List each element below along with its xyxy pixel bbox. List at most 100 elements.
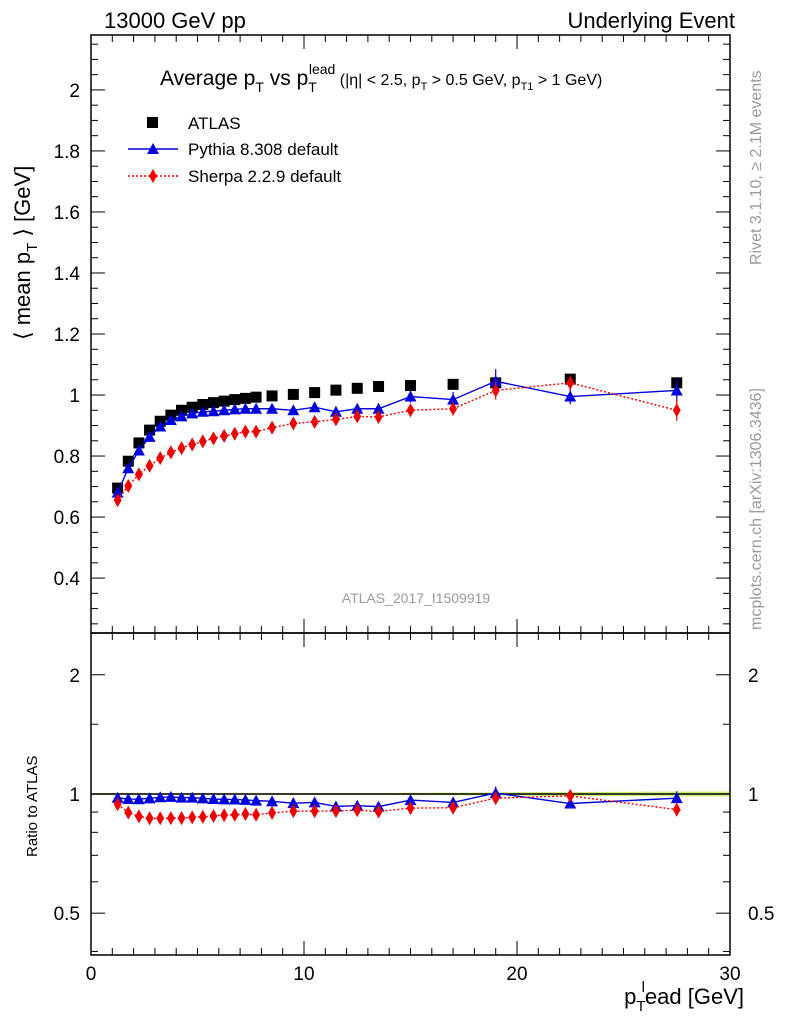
ratio-point-diamond — [124, 805, 133, 820]
point-square — [197, 398, 209, 410]
point-square — [218, 395, 230, 407]
y-tick-label: 1.2 — [54, 325, 80, 346]
y-tick-label-right: 1 — [748, 785, 759, 806]
ratio-point-diamond — [491, 791, 500, 806]
point-diamond — [220, 428, 229, 443]
main-panel: 0.4 0.6 0.8 1 1.2 1.4 1.6 1.8 2 Average pT vs pT… — [10, 34, 731, 634]
ratio-point-diamond — [353, 803, 362, 818]
ratio-point-triangle — [164, 790, 177, 802]
point-square — [133, 437, 145, 449]
ratio-point-diamond — [134, 809, 143, 824]
ratio-point-diamond — [672, 802, 681, 817]
point-diamond — [198, 434, 207, 449]
point-diamond — [566, 375, 575, 390]
ratio-point-triangle — [308, 796, 321, 808]
point-triangle — [132, 444, 145, 456]
ratio-panel: 0 10 20 30 0.5 0.5 1 1 2 2 Ratio to ATLAS — [24, 632, 774, 985]
ratio-point-diamond — [374, 804, 383, 819]
ratio-point-diamond — [230, 807, 239, 822]
point-diamond — [310, 414, 319, 429]
ratio-point-triangle — [132, 793, 145, 805]
y-tick-label: 1.4 — [54, 264, 81, 285]
point-square — [309, 387, 321, 399]
ratio-point-triangle — [287, 797, 300, 809]
y-tick-label: 0.4 — [54, 569, 81, 590]
mcplots-label: mcplots.cern.ch [arXiv:1306.3436] — [748, 388, 765, 630]
header-right: Underlying Event — [567, 8, 735, 33]
point-triangle — [372, 402, 385, 414]
x-tick-label: 0 — [86, 964, 97, 985]
point-square — [373, 380, 385, 392]
ratio-point-diamond — [156, 811, 165, 826]
point-diamond — [166, 445, 175, 460]
point-triangle — [154, 420, 167, 432]
point-diamond — [331, 412, 340, 427]
ratio-point-triangle — [670, 792, 683, 804]
y-tick-label: 2 — [69, 666, 80, 687]
y-tick-label: 0.6 — [54, 508, 80, 529]
ratio-point-triangle — [154, 791, 167, 803]
point-diamond — [134, 467, 143, 482]
point-diamond — [374, 409, 383, 424]
ratio-point-diamond — [268, 805, 277, 820]
point-square — [122, 455, 134, 467]
legend-atlas-label: ATLAS — [188, 114, 241, 133]
point-diamond — [113, 493, 122, 508]
point-triangle — [196, 405, 209, 417]
point-square — [351, 382, 363, 394]
point-square — [330, 384, 342, 396]
ratio-point-diamond — [310, 804, 319, 819]
y-tick-label: 2 — [69, 81, 80, 102]
point-diamond — [449, 401, 458, 416]
point-diamond — [353, 409, 362, 424]
y-tick-label-right: 2 — [748, 666, 759, 687]
xlabel: pTlead [GeV] — [624, 979, 744, 1015]
main-ticks: 0.4 0.6 0.8 1 1.2 1.4 1.6 1.8 2 — [54, 35, 731, 633]
ratio-point-triangle — [228, 793, 241, 805]
ratio-point-triangle — [196, 792, 209, 804]
point-triangle — [266, 402, 279, 414]
x-tick-label: 20 — [506, 964, 527, 985]
point-diamond — [252, 424, 261, 439]
point-square — [405, 380, 416, 392]
ratio-point-diamond — [241, 807, 250, 822]
ratio-point-triangle — [250, 794, 263, 806]
x-tick-label: 10 — [293, 964, 314, 985]
ratio-point-diamond — [331, 803, 340, 818]
point-triangle — [404, 390, 417, 402]
point-triangle — [164, 414, 177, 426]
point-diamond — [209, 431, 218, 446]
point-triangle — [218, 404, 231, 416]
ratio-point-diamond — [566, 788, 575, 803]
plot-title: Average pT vs pTlead (|η| < 2.5, pT > 0.… — [160, 61, 602, 95]
rivet-label: Rivet 3.1.10, ≥ 2.1M events — [748, 70, 765, 265]
point-triangle — [250, 402, 263, 414]
ratio-point-triangle — [143, 792, 156, 804]
ratio-ylabel: Ratio to ATLAS — [24, 756, 41, 857]
point-triangle — [564, 390, 577, 402]
point-triangle — [287, 404, 300, 416]
point-diamond — [177, 441, 186, 456]
y-tick-label-right: 0.5 — [748, 904, 774, 925]
point-triangle — [228, 403, 241, 415]
ratio-point-triangle — [404, 794, 417, 806]
point-square — [144, 424, 156, 436]
point-triangle — [670, 384, 683, 396]
ratio-point-diamond — [220, 808, 229, 823]
y-tick-label: 1.8 — [54, 142, 80, 163]
y-tick-label: 0.5 — [54, 904, 80, 925]
point-diamond — [188, 437, 197, 452]
legend-sherpa-marker — [149, 169, 157, 183]
point-triangle — [239, 402, 252, 414]
point-triangle — [329, 405, 342, 417]
point-square — [287, 388, 299, 400]
point-square — [447, 378, 459, 390]
point-square — [229, 394, 241, 406]
y-tick-label: 1 — [69, 386, 80, 407]
ratio-point-triangle — [239, 793, 252, 805]
y-tick-label: 1 — [69, 785, 80, 806]
ratio-frame — [90, 632, 731, 956]
ratio-point-triangle — [564, 797, 577, 809]
point-triangle — [186, 407, 199, 419]
